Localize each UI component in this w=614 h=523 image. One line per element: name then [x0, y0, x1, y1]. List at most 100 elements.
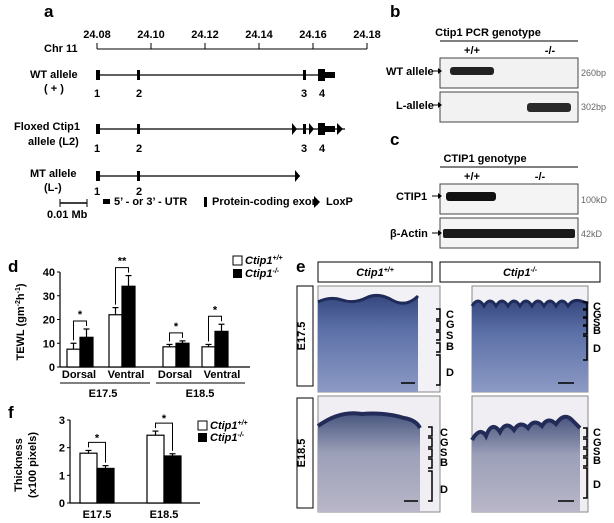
mt-allele-map: MT allele (L-) 1 2 — [30, 168, 300, 198]
svg-text:1: 1 — [94, 143, 100, 155]
panel-a-letter: a — [44, 2, 54, 21]
svg-text:Protein-coding exon: Protein-coding exon — [212, 196, 319, 208]
svg-text:L-allele: L-allele — [396, 100, 434, 112]
svg-text:WT allele: WT allele — [386, 66, 434, 78]
svg-text:4: 4 — [319, 88, 326, 100]
gel-band — [450, 67, 494, 75]
col-header-wt — [317, 261, 433, 283]
legend-wt-swatch — [232, 255, 243, 266]
legend-wt-label: Ctip1+/+ — [245, 255, 283, 267]
svg-text:S: S — [446, 330, 453, 342]
bar — [108, 314, 123, 368]
svg-text:D: D — [593, 343, 601, 355]
thickness-ylabel1: Thickness — [13, 438, 25, 492]
y-tick-label: 10 — [43, 338, 55, 350]
legend-wt-swatch — [197, 420, 208, 431]
tick-label: 24.08 — [83, 29, 111, 41]
svg-text:1: 1 — [94, 186, 100, 198]
y-tick-label: 40 — [43, 267, 55, 279]
legend-ko-swatch — [198, 433, 207, 442]
svg-text:1: 1 — [94, 88, 100, 100]
svg-text:G: G — [593, 437, 602, 449]
significance-bracket — [155, 422, 173, 451]
loxp-site — [337, 123, 343, 135]
pcr-title: Ctip1 PCR genotype — [435, 27, 541, 39]
svg-text:D: D — [593, 479, 601, 491]
significance-bracket — [208, 315, 222, 342]
x-tick-label: E18.5 — [150, 509, 179, 521]
micrograph-ko-e18 — [470, 395, 589, 513]
loxp-legend-icon — [314, 196, 320, 208]
stage-label: E17.5 — [89, 388, 118, 400]
x-tick-label: E17.5 — [83, 509, 112, 521]
svg-text:D: D — [446, 367, 454, 379]
significance-mark: * — [162, 413, 167, 425]
allele-label: MT allele — [30, 168, 76, 180]
tick-label: 24.18 — [353, 29, 381, 41]
exon-1 — [96, 70, 100, 80]
row-label: E18.5 — [296, 439, 308, 468]
tick-label: 24.14 — [245, 29, 273, 41]
panel-a-legend: 0.01 Mb 5’ - or 3’ - UTR Protein-coding … — [47, 196, 353, 221]
micrograph-wt-e17 — [317, 285, 441, 393]
group-label: Ventral — [108, 369, 145, 381]
svg-text:+/+: +/+ — [464, 45, 480, 57]
significance-mark: * — [174, 321, 179, 333]
svg-text:C: C — [593, 427, 601, 439]
svg-text:LoxP: LoxP — [326, 196, 353, 208]
svg-text:B: B — [593, 325, 601, 337]
svg-text:2: 2 — [136, 186, 142, 198]
svg-text:B: B — [440, 457, 448, 469]
chromosome-ticks: 24.08 24.10 24.12 24.14 24.16 24.18 — [83, 29, 381, 49]
significance-bracket — [169, 332, 183, 342]
utr-legend-icon — [103, 199, 110, 204]
svg-text:G: G — [446, 319, 455, 331]
svg-text:C: C — [446, 309, 454, 321]
svg-text:C: C — [593, 301, 601, 313]
y-tick-label: 30 — [43, 291, 55, 303]
row-label-box — [296, 285, 314, 387]
bar — [96, 467, 115, 504]
panel-c-letter: c — [390, 130, 399, 149]
significance-mark: ** — [118, 256, 127, 268]
bar — [214, 330, 229, 368]
svg-text:5’ - or 3’ - UTR: 5’ - or 3’ - UTR — [114, 196, 187, 208]
micrograph-ko-e17 — [470, 285, 589, 393]
svg-text:100kD: 100kD — [581, 195, 608, 205]
y-tick-label: 1 — [59, 470, 65, 482]
bar — [163, 455, 182, 504]
tick-label: 24.16 — [299, 29, 327, 41]
allele-sublabel: allele (L2) — [28, 136, 79, 148]
y-tick-label: 0 — [59, 498, 65, 510]
svg-text:42kD: 42kD — [581, 229, 603, 239]
y-tick-label: 20 — [43, 315, 55, 327]
allele-sublabel: ( + ) — [44, 83, 64, 95]
col-header-ko — [439, 261, 601, 283]
allele-sublabel: (L-) — [44, 182, 62, 194]
svg-text:2: 2 — [136, 88, 142, 100]
gel-band — [527, 103, 571, 112]
svg-text:CTIP1: CTIP1 — [396, 191, 427, 203]
svg-text:260bp: 260bp — [581, 68, 606, 78]
group-label: Dorsal — [158, 369, 192, 381]
svg-text:3: 3 — [301, 143, 307, 155]
loxp-site — [295, 170, 300, 182]
svg-text:Ctip1-/-: Ctip1-/- — [503, 267, 538, 279]
significance-mark: * — [78, 309, 83, 321]
y-tick-label: 2 — [59, 443, 65, 455]
svg-text:G: G — [440, 437, 449, 449]
group-label: Dorsal — [62, 369, 96, 381]
allele-label: WT allele — [30, 69, 78, 81]
floxed-allele-map: Floxed Ctip1 allele (L2) 1 2 3 4 — [14, 121, 345, 155]
bar — [201, 346, 216, 368]
row-label-box — [296, 397, 314, 509]
svg-text:β-Actin: β-Actin — [390, 228, 428, 240]
svg-text:C: C — [440, 427, 448, 439]
blot-band — [446, 192, 496, 201]
panel-f-letter: f — [8, 403, 14, 422]
utr — [325, 72, 335, 78]
western-title: CTIP1 genotype — [443, 153, 526, 165]
bar — [121, 285, 136, 368]
